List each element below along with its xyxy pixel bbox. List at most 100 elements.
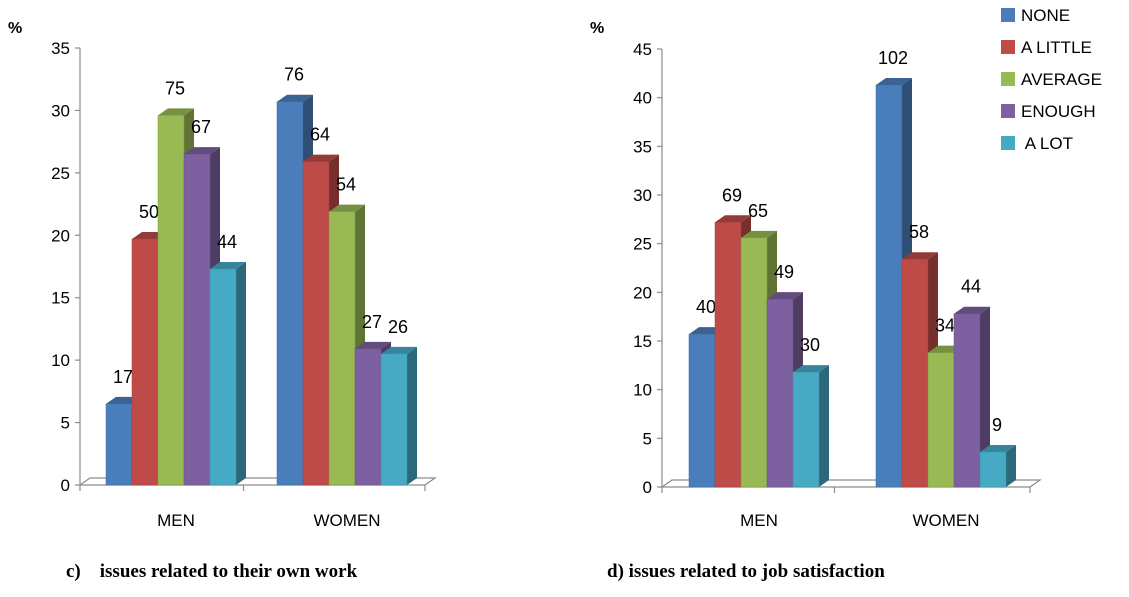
- legend-label: A LOT: [1021, 134, 1073, 153]
- data-label: 67: [191, 117, 211, 137]
- data-label: 76: [284, 65, 304, 85]
- bar-front: [354, 348, 382, 486]
- legend-label: AVERAGE: [1021, 70, 1102, 89]
- data-label: 44: [961, 277, 981, 297]
- category-label: MEN: [157, 511, 195, 530]
- data-label: 26: [388, 317, 408, 337]
- y-tick-label: 5: [643, 429, 652, 448]
- y-tick-label: 10: [51, 351, 70, 370]
- data-label: 27: [362, 312, 382, 332]
- data-label: 58: [909, 222, 929, 242]
- y-tick-label: 35: [633, 137, 652, 156]
- bar-front: [276, 101, 304, 486]
- y-tick-label: 0: [643, 478, 652, 497]
- bar-a-lot-men: [209, 261, 246, 486]
- category-label: MEN: [740, 511, 778, 530]
- bar-top: [876, 78, 912, 86]
- bar-top: [902, 252, 938, 260]
- bar-top: [715, 215, 751, 223]
- bar-side: [819, 365, 829, 487]
- bar-front: [380, 353, 408, 486]
- bar-front: [328, 211, 356, 486]
- legend-label: A LITTLE: [1021, 38, 1092, 57]
- bar-front: [209, 268, 237, 486]
- bar-top: [158, 108, 194, 116]
- bar-top: [980, 444, 1016, 452]
- bar-top: [329, 204, 365, 212]
- chart-caption: d) issues related to job satisfaction: [607, 561, 885, 582]
- bar-front: [901, 258, 929, 488]
- bar-front: [105, 403, 133, 486]
- bar-front: [157, 115, 185, 486]
- chart-caption: c) issues related to their own work: [66, 561, 358, 582]
- bar-side: [980, 306, 990, 487]
- data-label: 64: [310, 125, 330, 145]
- data-label: 17: [113, 367, 133, 387]
- legend-item-a-little: A LITTLE: [1001, 38, 1092, 57]
- bar-enough-women: [953, 306, 990, 488]
- y-tick-label: 15: [51, 289, 70, 308]
- y-tick-label: 35: [51, 39, 70, 58]
- legend-item-average: AVERAGE: [1001, 70, 1102, 89]
- y-tick-label: 0: [61, 476, 70, 495]
- bar-a-lot-women: [380, 346, 417, 486]
- y-tick-label: 20: [51, 226, 70, 245]
- bar-a-lot-women: [979, 444, 1016, 488]
- legend-swatch: [1001, 40, 1015, 54]
- bar-front: [875, 84, 903, 488]
- legend-item-a-lot: A LOT: [1001, 134, 1073, 153]
- bar-top: [277, 94, 313, 102]
- data-label: 34: [935, 316, 955, 336]
- bar-side: [1006, 444, 1016, 487]
- bar-side: [236, 261, 246, 485]
- data-label: 40: [696, 297, 716, 317]
- legend-swatch: [1001, 104, 1015, 118]
- bar-top: [381, 346, 417, 354]
- y-tick-label: 25: [633, 235, 652, 254]
- y-unit-label: %: [590, 20, 604, 37]
- y-tick-label: 30: [51, 101, 70, 120]
- bar-top: [767, 292, 803, 300]
- legend-label: NONE: [1021, 6, 1070, 25]
- bar-front: [302, 161, 330, 486]
- legend-swatch: [1001, 8, 1015, 22]
- bar-top: [355, 341, 391, 349]
- y-tick-label: 20: [633, 283, 652, 302]
- bar-front: [714, 222, 742, 488]
- y-tick-label: 25: [51, 164, 70, 183]
- bar-front: [740, 237, 768, 488]
- bar-front: [927, 352, 955, 488]
- data-label: 9: [992, 415, 1002, 435]
- bar-top: [793, 365, 829, 373]
- category-label: WOMEN: [313, 511, 380, 530]
- data-label: 102: [878, 48, 908, 68]
- bar-top: [303, 154, 339, 162]
- legend-swatch: [1001, 72, 1015, 86]
- legend-label: ENOUGH: [1021, 102, 1096, 121]
- data-label: 65: [748, 201, 768, 221]
- bar-front: [953, 313, 981, 488]
- bar-side: [407, 346, 417, 485]
- chart-job-satisfaction: % 0 5 10 15 20 25 30 35 40 45 40 69 65 49 30 MEN 102 58 34 4…: [590, 20, 1042, 582]
- chart-own-work: % 0 5 10 15 20 25 30 35 17 50 75 67 44 MEN 76 64 54 27 26 WO…: [8, 20, 437, 582]
- y-tick-label: 10: [633, 381, 652, 400]
- legend: NONE A LITTLE AVERAGE ENOUGH A LOT: [1001, 6, 1102, 153]
- bar-front: [766, 298, 794, 488]
- bar-top: [210, 261, 246, 269]
- bar-top: [954, 306, 990, 314]
- bar-front: [131, 238, 159, 486]
- y-tick-label: 45: [633, 40, 652, 59]
- legend-item-enough: ENOUGH: [1001, 102, 1096, 121]
- y-tick-label: 15: [633, 332, 652, 351]
- data-label: 69: [722, 185, 742, 205]
- data-label: 44: [217, 232, 237, 252]
- data-label: 30: [800, 335, 820, 355]
- bar-front: [792, 371, 820, 488]
- data-label: 50: [139, 202, 159, 222]
- bar-top: [184, 147, 220, 155]
- legend-swatch: [1001, 136, 1015, 150]
- y-tick-label: 40: [633, 89, 652, 108]
- bar-front: [183, 153, 211, 486]
- category-label: WOMEN: [912, 511, 979, 530]
